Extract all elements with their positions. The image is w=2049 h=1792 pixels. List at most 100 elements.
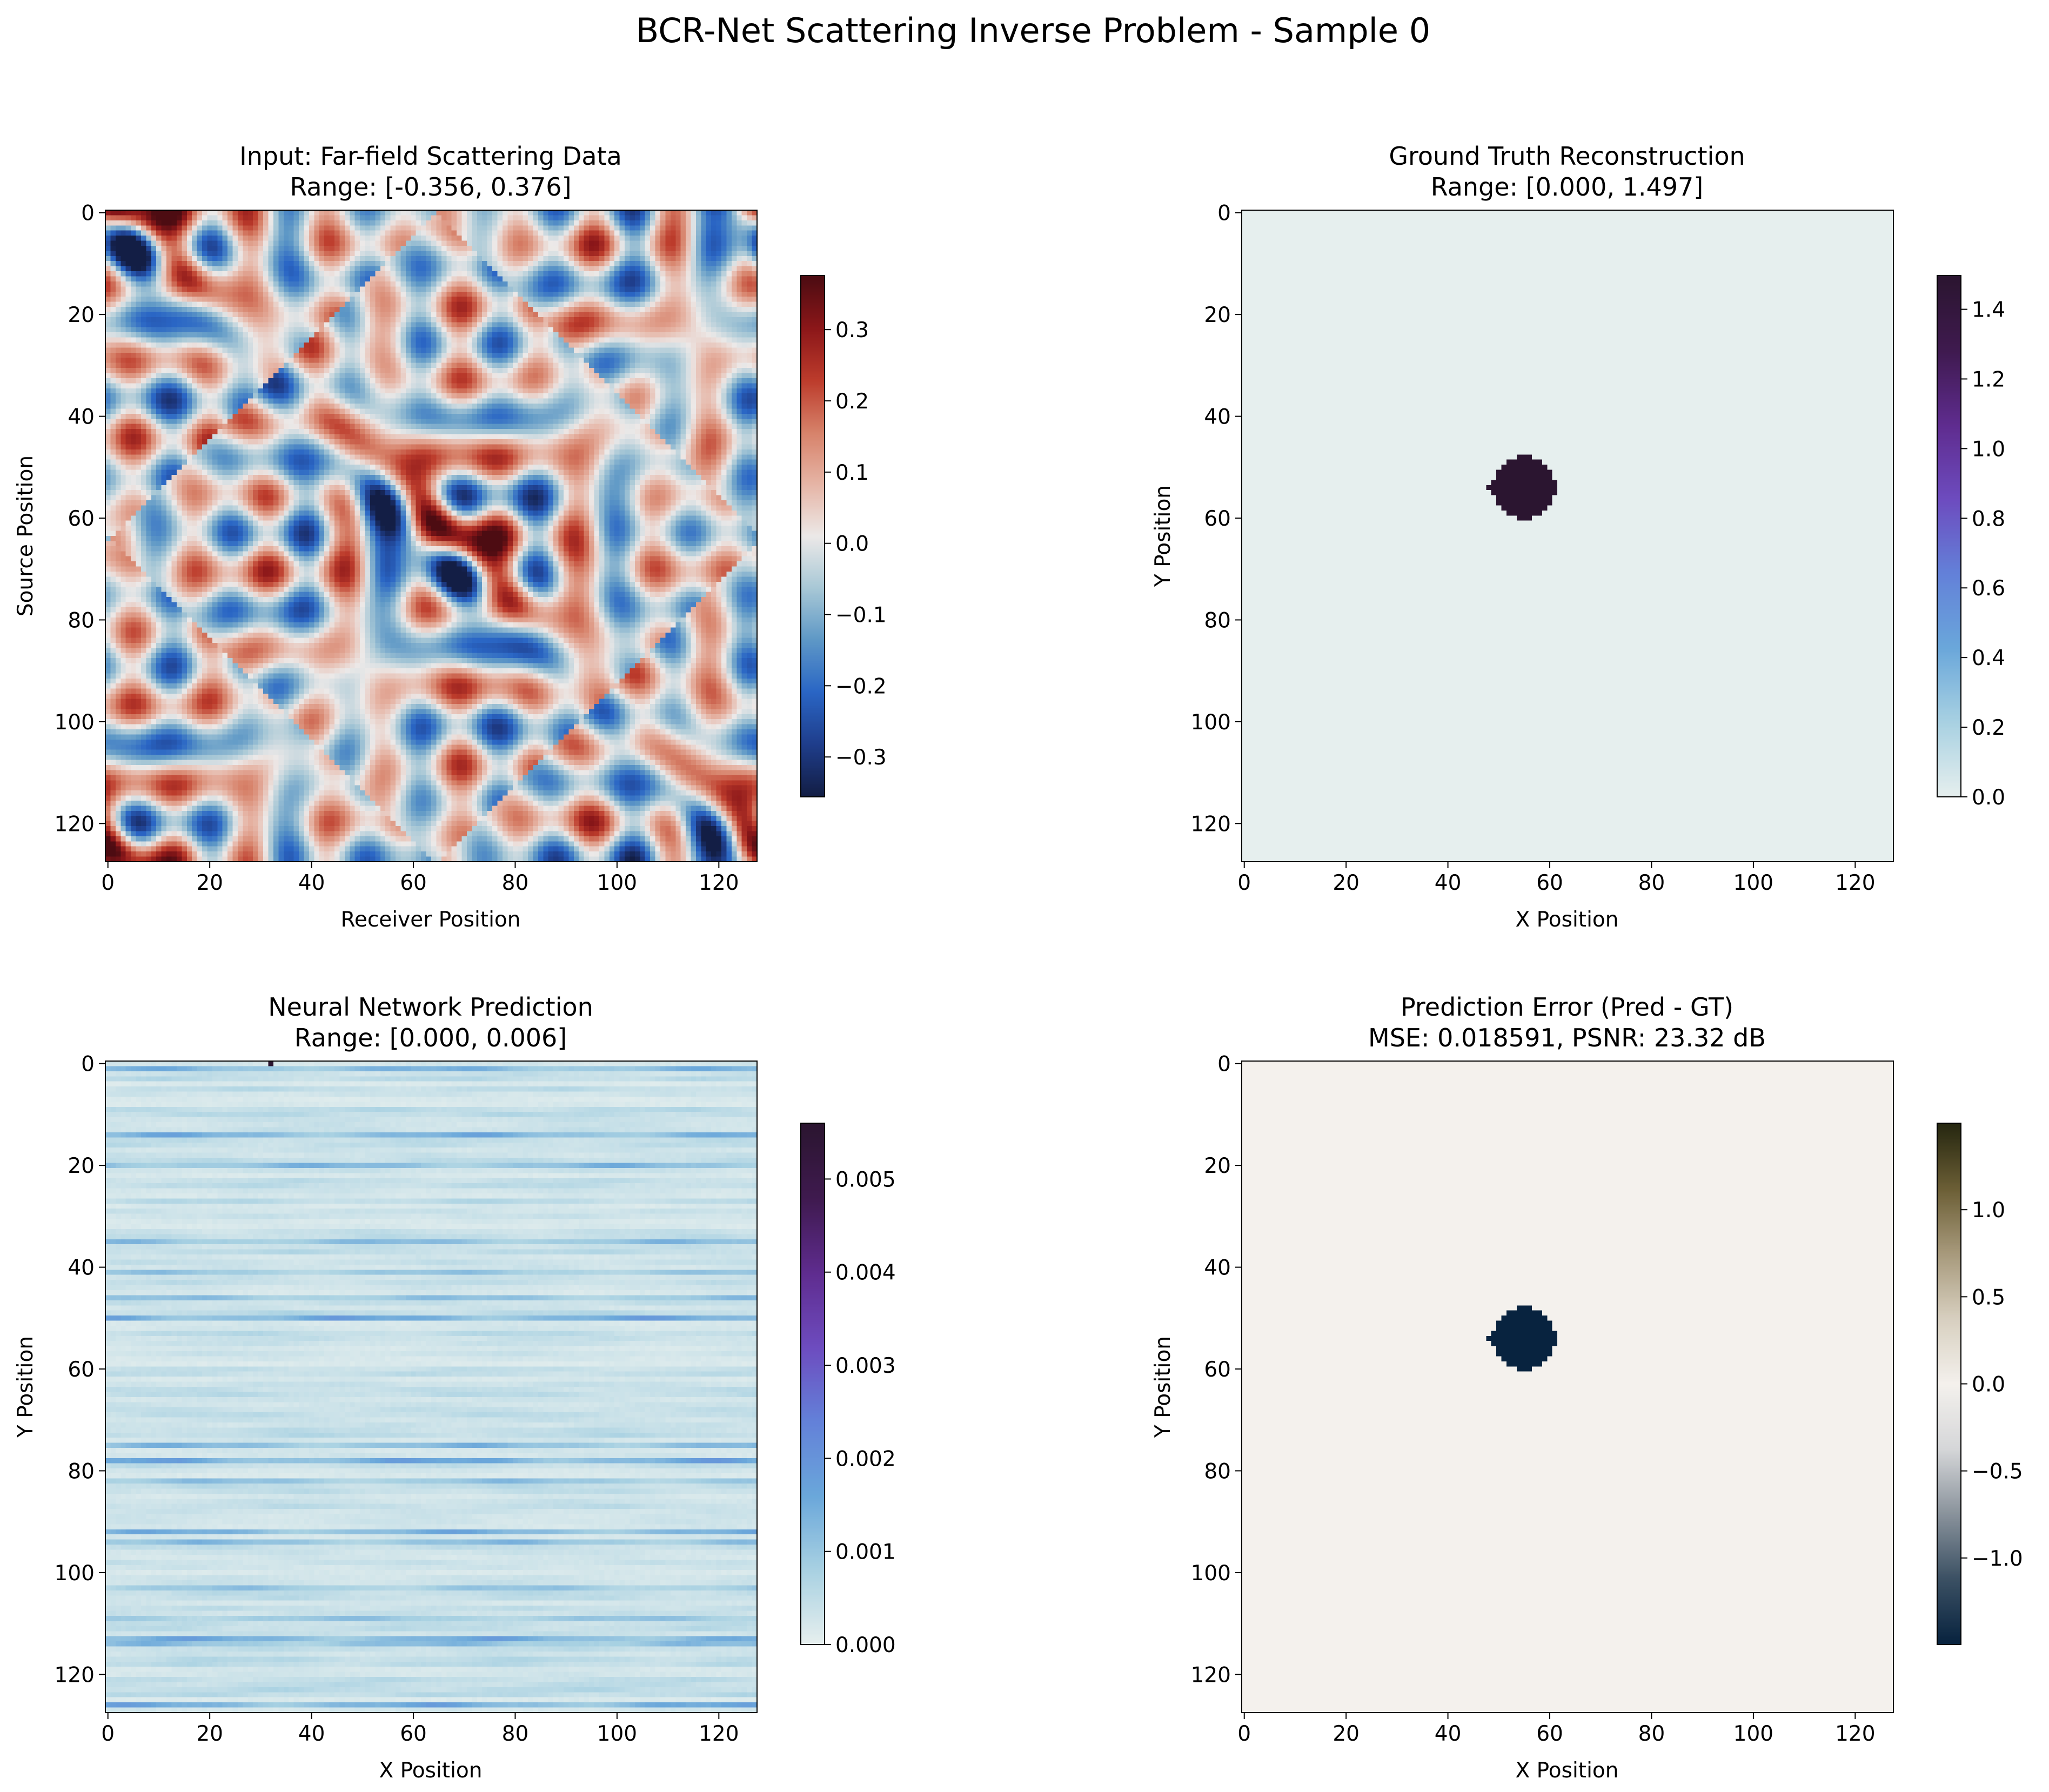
colorbar-tick-label-input-6: 0.3: [835, 318, 869, 343]
xtick-label-ground-truth-60: 60: [1536, 871, 1563, 895]
panel-input: Input: Far-field Scattering Data Range: …: [14, 142, 622, 932]
ytick-label-prediction-40: 40: [68, 1256, 95, 1280]
xtick-label-input-40: 40: [298, 871, 325, 895]
panel-ground-truth-title: Ground Truth Reconstruction: [1389, 142, 1745, 171]
colorbar-tick-label-prediction-5: 0.005: [835, 1167, 896, 1192]
colorbar-tick-label-input-5: 0.2: [835, 390, 869, 414]
xtick-label-prediction-80: 80: [502, 1722, 529, 1746]
ytick-label-ground-truth-120: 120: [1191, 812, 1231, 836]
xtick-label-ground-truth-80: 80: [1638, 871, 1665, 895]
panel-error: Prediction Error (Pred - GT) MSE: 0.0185…: [1151, 992, 1766, 1783]
colorbar-tick-label-ground-truth-0: 0.0: [1972, 786, 2005, 810]
colorbar-tick-label-ground-truth-4: 0.8: [1972, 507, 2005, 531]
colorbar-tick-label-error-2: 0.0: [1972, 1373, 2005, 1397]
xtick-label-error-60: 60: [1536, 1722, 1563, 1746]
panel-ground-truth-xlabel: X Position: [1516, 908, 1619, 932]
ytick-label-prediction-80: 80: [68, 1459, 95, 1484]
panel-ground-truth: Ground Truth Reconstruction Range: [0.00…: [1151, 142, 1745, 932]
colorbar-tick-label-input-3: 0.0: [835, 532, 869, 556]
xtick-label-ground-truth-20: 20: [1332, 871, 1360, 895]
figure-suptitle: BCR-Net Scattering Inverse Problem - Sam…: [636, 11, 1430, 50]
colorbar-tick-label-input-0: −0.3: [835, 746, 887, 770]
ytick-label-error-120: 120: [1191, 1663, 1231, 1687]
ytick-label-ground-truth-20: 20: [1204, 303, 1231, 327]
colorbar-tick-label-ground-truth-5: 1.0: [1972, 437, 2005, 461]
plot-frame-prediction: [105, 1061, 758, 1713]
xtick-label-error-20: 20: [1332, 1722, 1360, 1746]
ytick-label-error-60: 60: [1204, 1358, 1231, 1382]
panel-input-subtitle: Range: [-0.356, 0.376]: [290, 172, 571, 202]
heatmap-error: [1242, 1061, 1893, 1713]
xtick-label-prediction-60: 60: [400, 1722, 427, 1746]
ytick-label-input-0: 0: [81, 202, 95, 226]
colorbar-input: [801, 276, 825, 797]
colorbar-tick-label-input-2: −0.1: [835, 603, 887, 628]
ytick-label-ground-truth-80: 80: [1204, 608, 1231, 633]
xtick-label-error-0: 0: [1237, 1722, 1251, 1746]
colorbar-tick-label-prediction-4: 0.004: [835, 1261, 896, 1285]
ytick-label-input-100: 100: [55, 710, 95, 735]
xtick-label-prediction-20: 20: [196, 1722, 223, 1746]
heatmap-input: [105, 210, 757, 862]
colorbar-frame-prediction: [800, 1123, 825, 1645]
colorbar-tick-label-error-3: 0.5: [1972, 1285, 2005, 1310]
panel-prediction: Neural Network Prediction Range: [0.000,…: [14, 992, 593, 1783]
ytick-label-prediction-0: 0: [81, 1052, 95, 1077]
panel-prediction-ylabel: Y Position: [14, 1336, 38, 1438]
colorbar-tick-label-ground-truth-2: 0.4: [1972, 646, 2005, 670]
xtick-label-error-40: 40: [1435, 1722, 1462, 1746]
ytick-label-error-20: 20: [1204, 1154, 1231, 1178]
panel-input-ylabel: Source Position: [14, 455, 38, 616]
colorbar-tick-label-prediction-3: 0.003: [835, 1354, 896, 1378]
panel-ground-truth-ylabel: Y Position: [1151, 485, 1175, 587]
panel-input-xlabel: Receiver Position: [341, 908, 521, 932]
xtick-label-error-120: 120: [1835, 1722, 1875, 1746]
colorbar-tick-label-ground-truth-3: 0.6: [1972, 576, 2005, 601]
xtick-label-input-20: 20: [196, 871, 223, 895]
xtick-label-error-80: 80: [1638, 1722, 1665, 1746]
colorbar-tick-label-error-1: −0.5: [1972, 1460, 2023, 1484]
colorbar-tick-label-ground-truth-1: 0.2: [1972, 716, 2005, 740]
colorbar-tick-label-ground-truth-6: 1.2: [1972, 367, 2005, 392]
ytick-label-prediction-100: 100: [55, 1561, 95, 1586]
plot-frame-error: [1241, 1061, 1894, 1713]
xtick-label-prediction-100: 100: [597, 1722, 637, 1746]
colorbar-prediction: [801, 1123, 825, 1645]
heatmap-prediction: [105, 1061, 757, 1713]
panel-error-title: Prediction Error (Pred - GT): [1401, 992, 1733, 1022]
xtick-label-prediction-40: 40: [298, 1722, 325, 1746]
xtick-label-error-100: 100: [1733, 1722, 1773, 1746]
colorbar-error: [1937, 1123, 1961, 1645]
ytick-label-error-80: 80: [1204, 1459, 1231, 1484]
colorbar-tick-label-ground-truth-7: 1.4: [1972, 298, 2005, 323]
colorbar-frame-input: [800, 275, 825, 797]
colorbar-frame-ground-truth: [1937, 275, 1961, 797]
colorbar-tick-label-error-0: −1.0: [1972, 1547, 2023, 1571]
panel-error-xlabel: X Position: [1516, 1759, 1619, 1783]
panel-error-ylabel: Y Position: [1151, 1336, 1175, 1438]
ytick-label-ground-truth-0: 0: [1217, 202, 1231, 226]
xtick-label-prediction-120: 120: [699, 1722, 739, 1746]
plot-frame-input: [105, 210, 758, 862]
panel-prediction-subtitle: Range: [0.000, 0.006]: [294, 1023, 567, 1052]
xtick-label-ground-truth-40: 40: [1435, 871, 1462, 895]
xtick-label-input-100: 100: [597, 871, 637, 895]
xtick-label-ground-truth-0: 0: [1237, 871, 1251, 895]
xtick-label-ground-truth-120: 120: [1835, 871, 1875, 895]
xtick-label-input-0: 0: [101, 871, 115, 895]
colorbar-tick-label-input-4: 0.1: [835, 461, 869, 485]
ytick-label-error-100: 100: [1191, 1561, 1231, 1586]
colorbar-tick-label-error-4: 1.0: [1972, 1198, 2005, 1223]
colorbar-ground-truth: [1937, 276, 1961, 797]
heatmap-ground-truth: [1242, 210, 1893, 862]
panel-prediction-title: Neural Network Prediction: [268, 992, 593, 1022]
ytick-label-input-60: 60: [68, 507, 95, 531]
ytick-label-input-40: 40: [68, 405, 95, 429]
ytick-label-error-40: 40: [1204, 1256, 1231, 1280]
ytick-label-input-80: 80: [68, 608, 95, 633]
ytick-label-prediction-120: 120: [55, 1663, 95, 1687]
ytick-label-error-0: 0: [1217, 1052, 1231, 1077]
panel-input-title: Input: Far-field Scattering Data: [239, 142, 622, 171]
xtick-label-prediction-0: 0: [101, 1722, 115, 1746]
plot-frame-ground-truth: [1241, 210, 1894, 862]
